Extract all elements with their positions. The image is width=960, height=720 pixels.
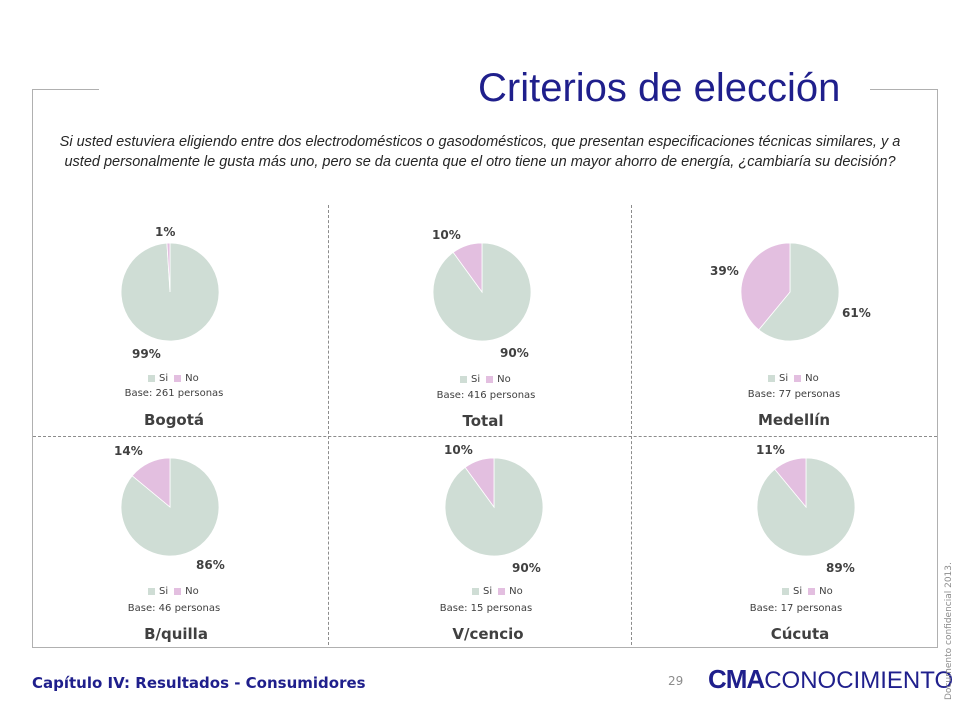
city-label: V/cencio — [452, 625, 524, 643]
legend-label-no: No — [819, 586, 833, 597]
legend-swatch-no — [808, 588, 816, 595]
pie-slice-no — [740, 242, 791, 331]
city-label: B/quilla — [144, 625, 208, 643]
base-count: Base: 15 personas — [439, 603, 533, 614]
legend: Si No — [768, 373, 825, 384]
legend-swatch-no — [498, 588, 506, 595]
legend-swatch-si — [782, 588, 789, 595]
city-label: Medellín — [757, 411, 831, 429]
pie-chart-bogota — [120, 242, 220, 342]
frame-right — [937, 89, 938, 648]
grid-divider-vertical-2 — [631, 205, 632, 645]
base-count: Base: 416 personas — [436, 390, 536, 401]
frame-bottom — [32, 647, 938, 648]
legend-label-si: Si — [159, 373, 169, 384]
pie-chart-vcencio — [444, 457, 544, 557]
data-label-si: 61% — [842, 306, 871, 320]
chapter-footer: Capítulo IV: Resultados - Consumidores — [32, 674, 366, 692]
legend: Si No — [148, 373, 205, 384]
pie-slice-no — [166, 242, 171, 293]
frame-left — [32, 89, 33, 648]
legend-swatch-no — [174, 375, 182, 382]
legend-label-si: Si — [779, 373, 789, 384]
legend-swatch-no — [174, 588, 182, 595]
city-label: Cúcuta — [770, 625, 830, 643]
pie-chart-medellin — [740, 242, 840, 342]
pie-chart-bquilla — [120, 457, 220, 557]
pie-slice-no — [774, 457, 807, 509]
data-label-no: 14% — [114, 444, 143, 458]
data-label-no: 11% — [756, 443, 785, 457]
data-label-si: 99% — [132, 347, 161, 361]
page-title: Criterios de elección — [478, 66, 841, 110]
base-count: Base: 17 personas — [749, 603, 843, 614]
legend-swatch-no — [794, 375, 802, 382]
legend-label-si: Si — [483, 586, 493, 597]
data-label-no: 1% — [155, 225, 176, 239]
grid-divider-horizontal — [33, 436, 937, 437]
data-label-no: 10% — [444, 443, 473, 457]
legend-label-si: Si — [793, 586, 803, 597]
company-logo: CMA CONOCIMIENTO — [708, 664, 954, 694]
data-label-si: 90% — [512, 561, 541, 575]
page-number: 29 — [668, 674, 684, 688]
pie-slice-no — [452, 242, 483, 294]
legend-swatch-si — [472, 588, 479, 595]
data-label-no: 39% — [710, 264, 739, 278]
legend: Si No — [782, 586, 839, 597]
pie-panel-cucuta: 11% 89% Si No Base: 17 personas Cúcuta — [706, 420, 960, 650]
pie-slice-no — [464, 457, 495, 509]
legend-label-no: No — [509, 586, 523, 597]
legend-swatch-si — [148, 375, 155, 382]
legend-swatch-si — [768, 375, 775, 382]
grid-divider-vertical-1 — [328, 205, 329, 645]
legend-label-no: No — [497, 374, 511, 385]
city-label: Bogotá — [143, 411, 205, 429]
legend-label-no: No — [185, 373, 199, 384]
legend-label-si: Si — [471, 374, 481, 385]
confidential-note: Documento confidencial 2013. — [944, 562, 954, 700]
survey-question: Si usted estuviera eligiendo entre dos e… — [59, 134, 901, 170]
legend: Si No — [472, 586, 529, 597]
legend-label-si: Si — [159, 586, 169, 597]
legend: Si No — [460, 374, 517, 385]
city-label: Total — [462, 412, 504, 430]
legend-label-no: No — [185, 586, 199, 597]
legend-label-no: No — [805, 373, 819, 384]
legend-swatch-no — [486, 376, 494, 383]
logo-text-light: CONOCIMIENTO — [764, 667, 954, 694]
data-label-si: 86% — [196, 558, 225, 572]
pie-slice-si — [758, 242, 840, 342]
pie-panel-bquilla: 14% 86% Si No Base: 46 personas B/quilla — [70, 420, 370, 650]
legend-swatch-si — [460, 376, 467, 383]
data-label-si: 90% — [500, 346, 529, 360]
pie-panel-medellin: 39% 61% Si No Base: 77 personas Medellín — [690, 205, 960, 435]
legend-swatch-si — [148, 588, 155, 595]
pie-slice-no — [131, 457, 171, 508]
pie-chart-cucuta — [756, 457, 856, 557]
logo-text-strong: CMA — [708, 664, 765, 694]
data-label-si: 89% — [826, 561, 855, 575]
pie-panel-bogota: 1% 99% Si No Base: 261 personas Bogotá — [70, 205, 370, 435]
pie-panel-total: 10% 90% Si No Base: 416 personas Total — [382, 205, 682, 435]
base-count: Base: 77 personas — [747, 389, 841, 400]
pie-panel-vcencio: 10% 90% Si No Base: 15 personas V/cencio — [394, 420, 694, 650]
base-count: Base: 46 personas — [127, 603, 221, 614]
legend: Si No — [148, 586, 205, 597]
data-label-no: 10% — [432, 228, 461, 242]
base-count: Base: 261 personas — [124, 388, 224, 399]
frame-top-right — [870, 89, 938, 90]
pie-chart-total — [432, 242, 532, 342]
frame-top-left — [32, 89, 99, 90]
